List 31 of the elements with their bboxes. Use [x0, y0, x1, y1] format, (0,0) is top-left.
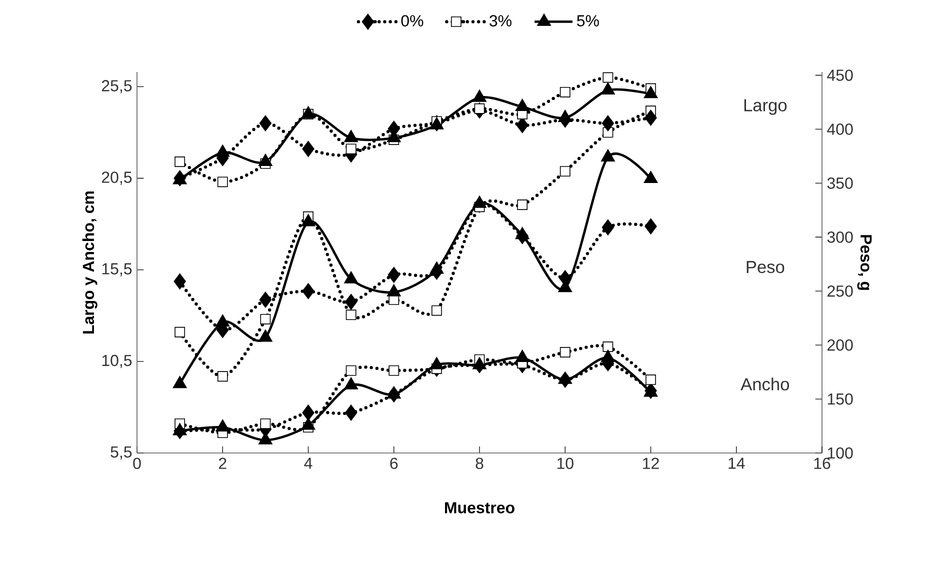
x-tick-label: 2: [218, 458, 226, 469]
y2-tick-label: 200: [828, 339, 853, 351]
x-tick-label: 10: [557, 458, 574, 470]
x-tick-label: 14: [728, 458, 745, 469]
y2-tick-label: 300: [827, 231, 853, 243]
x-tick-label: 0: [133, 458, 141, 470]
y-tick-label: 5,5: [110, 446, 132, 460]
y2-tick-label: 150: [828, 393, 853, 405]
y2-tick-label: 350: [827, 178, 853, 189]
y2-axis-title: Peso, g: [857, 235, 872, 290]
legend-label: 0%: [401, 15, 424, 26]
x-tick-label: 16: [814, 458, 830, 470]
y2-tick-label: 450: [827, 70, 853, 81]
y-axis-title: Largo y Ancho, cm: [82, 191, 98, 334]
y-tick-label: 10,5: [102, 354, 132, 368]
x-tick-label: 4: [304, 458, 312, 469]
legend-label: 3%: [490, 15, 512, 26]
x-tick-label: 8: [476, 458, 484, 470]
annotation: Peso: [746, 261, 784, 274]
y2-tick-label: 100: [828, 447, 853, 459]
y2-tick-label: 250: [828, 285, 853, 297]
x-tick-label: 12: [643, 458, 659, 469]
y2-tick-label: 400: [827, 124, 853, 135]
legend-label: 5%: [577, 15, 599, 26]
y-tick-label: 20,5: [102, 172, 132, 185]
x-tick-label: 6: [390, 458, 398, 470]
annotation: Largo: [744, 99, 787, 115]
y-tick-label: 25,5: [102, 80, 132, 94]
annotation: Ancho: [740, 378, 789, 390]
x-axis-title: Muestreo: [445, 502, 514, 514]
y-tick-label: 15,5: [102, 263, 132, 276]
